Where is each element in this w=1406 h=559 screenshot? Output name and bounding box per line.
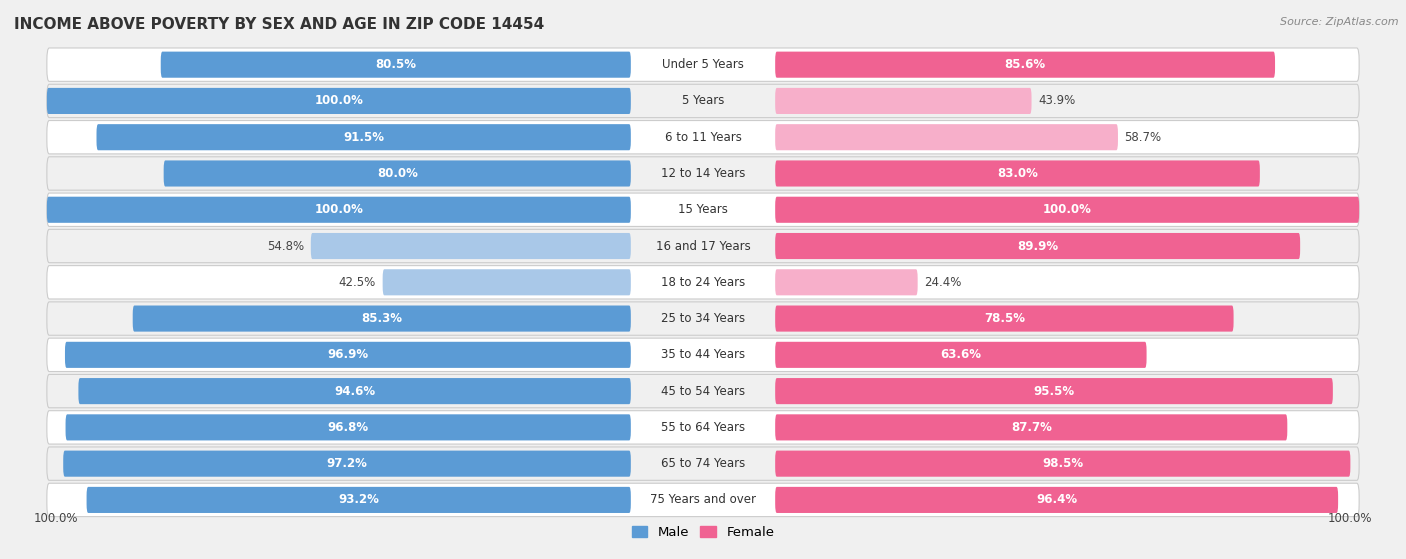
Text: 89.9%: 89.9% bbox=[1017, 239, 1059, 253]
FancyBboxPatch shape bbox=[63, 451, 631, 477]
Text: INCOME ABOVE POVERTY BY SEX AND AGE IN ZIP CODE 14454: INCOME ABOVE POVERTY BY SEX AND AGE IN Z… bbox=[14, 17, 544, 32]
FancyBboxPatch shape bbox=[46, 302, 1360, 335]
Text: 95.5%: 95.5% bbox=[1033, 385, 1074, 397]
Text: 80.0%: 80.0% bbox=[377, 167, 418, 180]
Text: 98.5%: 98.5% bbox=[1042, 457, 1084, 470]
FancyBboxPatch shape bbox=[775, 124, 1118, 150]
Text: 96.4%: 96.4% bbox=[1036, 494, 1077, 506]
Text: 43.9%: 43.9% bbox=[1038, 94, 1076, 107]
Text: 12 to 14 Years: 12 to 14 Years bbox=[661, 167, 745, 180]
Text: 94.6%: 94.6% bbox=[335, 385, 375, 397]
Text: 85.6%: 85.6% bbox=[1004, 58, 1046, 71]
FancyBboxPatch shape bbox=[46, 88, 631, 114]
FancyBboxPatch shape bbox=[46, 375, 1360, 408]
FancyBboxPatch shape bbox=[46, 229, 1360, 263]
FancyBboxPatch shape bbox=[46, 84, 1360, 117]
Text: 100.0%: 100.0% bbox=[315, 203, 363, 216]
FancyBboxPatch shape bbox=[46, 447, 1360, 480]
FancyBboxPatch shape bbox=[163, 160, 631, 187]
FancyBboxPatch shape bbox=[775, 414, 1288, 440]
FancyBboxPatch shape bbox=[775, 197, 1360, 223]
Text: 35 to 44 Years: 35 to 44 Years bbox=[661, 348, 745, 361]
FancyBboxPatch shape bbox=[775, 306, 1233, 331]
Text: 80.5%: 80.5% bbox=[375, 58, 416, 71]
Legend: Male, Female: Male, Female bbox=[626, 520, 780, 544]
Text: Under 5 Years: Under 5 Years bbox=[662, 58, 744, 71]
Text: Source: ZipAtlas.com: Source: ZipAtlas.com bbox=[1281, 17, 1399, 27]
Text: 55 to 64 Years: 55 to 64 Years bbox=[661, 421, 745, 434]
FancyBboxPatch shape bbox=[775, 451, 1350, 477]
Text: 100.0%: 100.0% bbox=[315, 94, 363, 107]
FancyBboxPatch shape bbox=[46, 411, 1360, 444]
FancyBboxPatch shape bbox=[775, 51, 1275, 78]
FancyBboxPatch shape bbox=[775, 342, 1146, 368]
Text: 85.3%: 85.3% bbox=[361, 312, 402, 325]
Text: 100.0%: 100.0% bbox=[1327, 512, 1372, 525]
Text: 16 and 17 Years: 16 and 17 Years bbox=[655, 239, 751, 253]
FancyBboxPatch shape bbox=[160, 51, 631, 78]
Text: 100.0%: 100.0% bbox=[34, 512, 79, 525]
Text: 87.7%: 87.7% bbox=[1011, 421, 1052, 434]
FancyBboxPatch shape bbox=[775, 269, 918, 295]
Text: 18 to 24 Years: 18 to 24 Years bbox=[661, 276, 745, 289]
Text: 63.6%: 63.6% bbox=[941, 348, 981, 361]
FancyBboxPatch shape bbox=[775, 160, 1260, 187]
Text: 58.7%: 58.7% bbox=[1125, 131, 1161, 144]
Text: 100.0%: 100.0% bbox=[1043, 203, 1091, 216]
Text: 42.5%: 42.5% bbox=[339, 276, 375, 289]
FancyBboxPatch shape bbox=[775, 487, 1339, 513]
FancyBboxPatch shape bbox=[46, 483, 1360, 517]
FancyBboxPatch shape bbox=[46, 157, 1360, 190]
Text: 75 Years and over: 75 Years and over bbox=[650, 494, 756, 506]
Text: 15 Years: 15 Years bbox=[678, 203, 728, 216]
Text: 25 to 34 Years: 25 to 34 Years bbox=[661, 312, 745, 325]
FancyBboxPatch shape bbox=[132, 306, 631, 331]
Text: 96.8%: 96.8% bbox=[328, 421, 368, 434]
FancyBboxPatch shape bbox=[65, 342, 631, 368]
Text: 65 to 74 Years: 65 to 74 Years bbox=[661, 457, 745, 470]
FancyBboxPatch shape bbox=[46, 193, 1360, 226]
Text: 83.0%: 83.0% bbox=[997, 167, 1038, 180]
Text: 78.5%: 78.5% bbox=[984, 312, 1025, 325]
Text: 97.2%: 97.2% bbox=[326, 457, 367, 470]
Text: 24.4%: 24.4% bbox=[924, 276, 962, 289]
FancyBboxPatch shape bbox=[97, 124, 631, 150]
Text: 96.9%: 96.9% bbox=[328, 348, 368, 361]
FancyBboxPatch shape bbox=[46, 266, 1360, 299]
Text: 54.8%: 54.8% bbox=[267, 239, 304, 253]
Text: 6 to 11 Years: 6 to 11 Years bbox=[665, 131, 741, 144]
FancyBboxPatch shape bbox=[66, 414, 631, 440]
FancyBboxPatch shape bbox=[46, 338, 1360, 372]
FancyBboxPatch shape bbox=[775, 233, 1301, 259]
FancyBboxPatch shape bbox=[46, 121, 1360, 154]
FancyBboxPatch shape bbox=[775, 378, 1333, 404]
FancyBboxPatch shape bbox=[79, 378, 631, 404]
FancyBboxPatch shape bbox=[775, 88, 1032, 114]
FancyBboxPatch shape bbox=[87, 487, 631, 513]
Text: 93.2%: 93.2% bbox=[339, 494, 380, 506]
FancyBboxPatch shape bbox=[46, 197, 631, 223]
FancyBboxPatch shape bbox=[382, 269, 631, 295]
Text: 45 to 54 Years: 45 to 54 Years bbox=[661, 385, 745, 397]
FancyBboxPatch shape bbox=[46, 48, 1360, 82]
FancyBboxPatch shape bbox=[311, 233, 631, 259]
Text: 91.5%: 91.5% bbox=[343, 131, 384, 144]
Text: 5 Years: 5 Years bbox=[682, 94, 724, 107]
